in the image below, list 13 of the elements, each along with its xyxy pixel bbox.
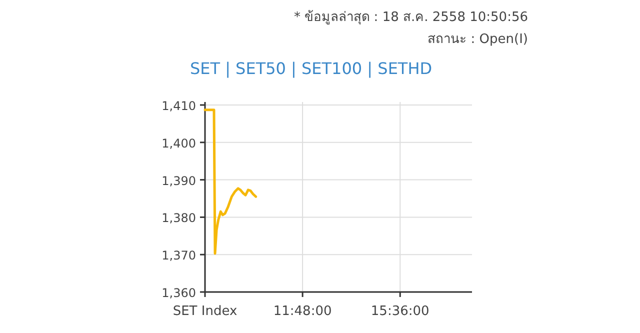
text: สถานะ : Open(I) (428, 32, 528, 47)
y-tick-label: 1,380 (162, 211, 196, 226)
y-tick-label: 1,410 (162, 99, 196, 113)
chart-title: SET | SET50 | SET100 | SETHD (190, 59, 432, 78)
line-series (204, 108, 258, 255)
y-tick-label: 1,400 (162, 136, 196, 150)
x-tick-label: SET Index (172, 304, 238, 319)
text: * ข้อมูลล่าสุด : 18 ส.ค. 2558 10:50:56 (294, 10, 528, 25)
y-tick-label: 1,390 (162, 174, 196, 188)
y-tick-label: 1,370 (162, 248, 196, 263)
y-tick-label: 1,360 (162, 286, 196, 300)
x-tick-label: 11:48:00 (273, 304, 332, 319)
x-tick-label: 15:36:00 (370, 304, 430, 319)
